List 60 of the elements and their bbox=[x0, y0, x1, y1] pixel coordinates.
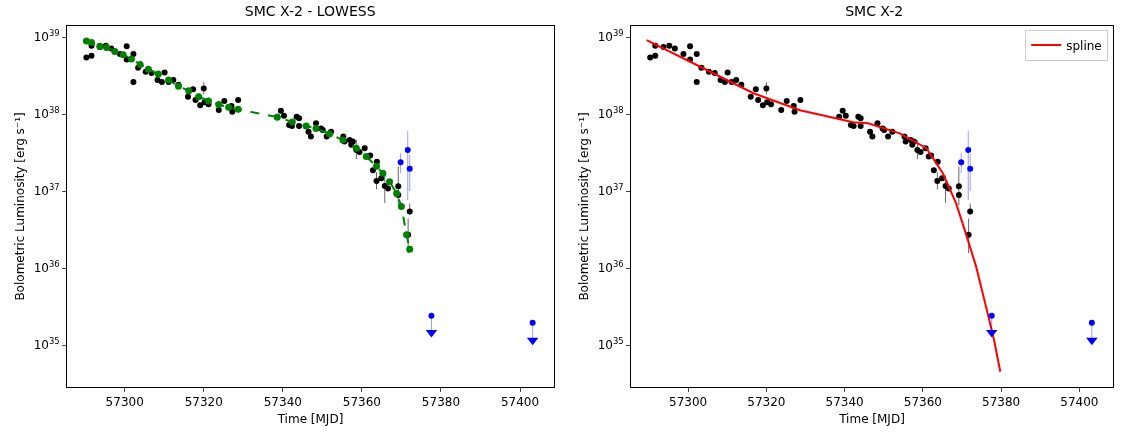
point bbox=[958, 159, 965, 166]
x-tick-label: 57300 bbox=[669, 395, 708, 410]
legend-label: spline bbox=[1066, 38, 1102, 53]
x-tick-label: 57360 bbox=[342, 395, 381, 410]
point bbox=[406, 245, 414, 253]
point bbox=[1088, 319, 1095, 326]
point bbox=[154, 70, 162, 78]
y-axis-title: Bolometric Luminosity [erg s⁻¹] bbox=[12, 112, 27, 301]
x-tick-label: 57320 bbox=[184, 395, 223, 410]
point bbox=[967, 165, 974, 172]
point bbox=[428, 312, 435, 319]
point bbox=[529, 319, 536, 326]
chart-title: SMC X-2 - LOWESS bbox=[244, 3, 376, 20]
line-series bbox=[645, 39, 1002, 373]
x-axis-title: Time [MJD] bbox=[838, 412, 905, 427]
chart-title: SMC X-2 bbox=[845, 3, 904, 20]
x-tick-label: 57300 bbox=[105, 395, 144, 410]
x-tick-label: 57400 bbox=[1060, 395, 1099, 410]
y-tick-label: 10$^{36}$ bbox=[33, 259, 60, 276]
y-axis-title: Bolometric Luminosity [erg s⁻¹] bbox=[576, 112, 591, 301]
point bbox=[119, 51, 127, 59]
point bbox=[965, 147, 972, 154]
x-tick-label: 57320 bbox=[747, 395, 786, 410]
point bbox=[406, 165, 413, 172]
x-tick-label: 57400 bbox=[500, 395, 540, 410]
point bbox=[397, 159, 404, 166]
x-tick-label: 57380 bbox=[982, 395, 1021, 410]
point bbox=[302, 122, 310, 130]
y-tick-label: 10$^{38}$ bbox=[33, 105, 60, 122]
x-tick-label: 57360 bbox=[903, 395, 942, 410]
point bbox=[379, 169, 387, 177]
point bbox=[373, 162, 381, 170]
x-tick-label: 57340 bbox=[825, 395, 864, 410]
point bbox=[205, 97, 213, 105]
y-tick-label: 10$^{35}$ bbox=[597, 336, 624, 353]
y-tick-label: 10$^{36}$ bbox=[597, 259, 624, 276]
point bbox=[111, 47, 119, 55]
point bbox=[185, 87, 193, 95]
point bbox=[88, 38, 96, 46]
point bbox=[288, 118, 296, 126]
point bbox=[1086, 337, 1098, 346]
y-tick-label: 10$^{35}$ bbox=[33, 336, 60, 353]
y-tick-label: 10$^{39}$ bbox=[33, 28, 60, 45]
x-axis-title: Time [MJD] bbox=[276, 412, 344, 427]
y-tick-label: 10$^{37}$ bbox=[33, 182, 60, 199]
point bbox=[215, 100, 223, 108]
point bbox=[988, 312, 995, 319]
point bbox=[404, 147, 411, 154]
point bbox=[127, 55, 135, 63]
point bbox=[386, 178, 394, 186]
point bbox=[397, 202, 405, 210]
y-tick-label: 10$^{37}$ bbox=[597, 182, 624, 199]
point bbox=[312, 124, 320, 132]
x-tick-label: 57380 bbox=[421, 395, 461, 410]
y-tick-label: 10$^{38}$ bbox=[597, 105, 624, 122]
x-tick-label: 57340 bbox=[263, 395, 302, 410]
point bbox=[136, 60, 144, 68]
y-tick-label: 10$^{39}$ bbox=[597, 28, 624, 45]
point bbox=[234, 105, 242, 113]
point bbox=[195, 93, 203, 101]
